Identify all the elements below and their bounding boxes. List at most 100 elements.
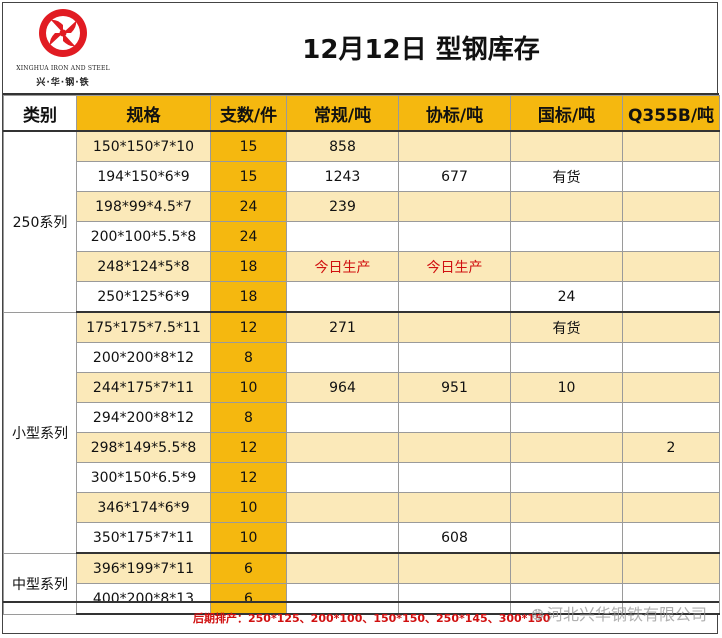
table-row: 250*125*6*9 18 24 [4,281,720,313]
table-row: 298*149*5.5*8 12 2 [4,432,720,463]
table-row: 200*200*8*12 8 [4,342,720,373]
assoc-standard-cell: 951 [398,372,511,403]
watermark-text: 河北兴华钢铁有限公司 [546,605,707,624]
q355b-cell [622,583,720,615]
q355b-cell [622,281,720,313]
category-cell: 中型系列 [3,552,77,615]
column-header-qty: 支数/件 [210,95,287,132]
qty-cell: 18 [210,251,287,282]
qty-cell: 12 [210,462,287,493]
spec-cell: 298*149*5.5*8 [76,432,211,463]
inventory-body: 250系列 150*150*7*10 15 858 194*150*6*9 15 1243 6… [3,130,720,615]
column-header-q355b: Q355B/吨 [622,95,720,132]
table-row: 250系列 150*150*7*10 15 858 [3,130,720,313]
spec-cell: 250*125*6*9 [76,281,211,313]
spec-cell: 400*200*8*13 [76,583,211,615]
qty-cell: 8 [210,342,287,373]
qty-cell: 24 [210,191,287,222]
assoc-standard-cell [398,191,511,222]
wechat-icon: ❂ [531,606,544,624]
inventory-table: 类别 规格 支数/件 常规/吨 协标/吨 国标/吨 Q355B/吨 250系列 1… [3,95,720,615]
standard-cell [286,281,399,313]
logo-chinese-text: 兴·华·钢·铁 [36,78,90,88]
national-standard-cell [510,402,623,433]
standard-cell [286,342,399,373]
national-standard-cell [510,130,623,162]
standard-cell: 1243 [286,161,399,192]
qty-cell: 18 [210,281,287,313]
q355b-cell [622,221,720,252]
standard-cell [286,583,399,615]
national-standard-cell: 有货 [510,311,623,343]
national-standard-cell [510,432,623,463]
assoc-standard-cell [398,130,511,162]
national-standard-cell [510,583,623,615]
standard-cell [286,552,399,584]
spec-cell: 200*100*5.5*8 [76,221,211,252]
q355b-cell [622,492,720,523]
standard-cell [286,432,399,463]
table-row: 294*200*8*12 8 [4,402,720,433]
assoc-standard-cell [398,342,511,373]
spec-cell: 200*200*8*12 [76,342,211,373]
assoc-standard-cell: 今日生产 [398,251,511,282]
standard-cell [286,522,399,554]
standard-cell: 964 [286,372,399,403]
table-row: 194*150*6*9 15 1243 677 有货 [4,161,720,192]
q355b-cell [622,161,720,192]
spec-cell: 294*200*8*12 [76,402,211,433]
assoc-standard-cell [398,311,511,343]
assoc-standard-cell [398,583,511,615]
table-header-row: 类别 规格 支数/件 常规/吨 协标/吨 国标/吨 Q355B/吨 [3,95,720,132]
q355b-cell [622,311,720,343]
q355b-cell [622,251,720,282]
national-standard-cell: 有货 [510,161,623,192]
assoc-standard-cell [398,402,511,433]
assoc-standard-cell [398,432,511,463]
assoc-standard-cell: 677 [398,161,511,192]
standard-cell: 858 [286,130,399,162]
q355b-cell [622,462,720,493]
table-row: 400*200*8*13 6 [4,583,720,615]
national-standard-cell [510,462,623,493]
category-cell: 250系列 [3,130,77,313]
standard-cell [286,462,399,493]
column-header-standard: 常规/吨 [286,95,399,132]
spec-cell: 346*174*6*9 [76,492,211,523]
table-row: 中型系列 396*199*7*11 6 [3,552,720,615]
q355b-cell [622,402,720,433]
table-row: 248*124*5*8 18 今日生产 今日生产 [4,251,720,282]
national-standard-cell [510,251,623,282]
assoc-standard-cell [398,281,511,313]
q355b-cell [622,372,720,403]
assoc-standard-cell [398,221,511,252]
national-standard-cell [510,221,623,252]
standard-cell [286,492,399,523]
page-title: 12月12日 型钢库存 [302,35,540,65]
table-row: 200*100*5.5*8 24 [4,221,720,252]
table-row: 346*174*6*9 10 [4,492,720,523]
q355b-cell: 2 [622,432,720,463]
assoc-standard-cell [398,462,511,493]
table-row: 244*175*7*11 10 964 951 10 [4,372,720,403]
qty-cell: 6 [210,552,287,584]
spec-cell: 244*175*7*11 [76,372,211,403]
standard-cell: 271 [286,311,399,343]
spec-cell: 350*175*7*11 [76,522,211,554]
spec-cell: 175*175*7.5*11 [76,311,211,343]
logo-icon [39,9,87,57]
table-row: 198*99*4.5*7 24 239 [4,191,720,222]
company-logo: XINGHUA IRON AND STEEL 兴·华·钢·铁 [7,7,119,89]
column-header-assoc-standard: 协标/吨 [398,95,511,132]
qty-cell: 15 [210,130,287,162]
spec-cell: 198*99*4.5*7 [76,191,211,222]
production-schedule-note: 后期排产：250*125、200*100、150*150、250*145、300… [3,601,719,635]
spec-cell: 194*150*6*9 [76,161,211,192]
category-cell: 小型系列 [3,311,77,554]
national-standard-cell: 10 [510,372,623,403]
national-standard-cell [510,342,623,373]
table-row: 350*175*7*11 10 608 [4,522,720,554]
qty-cell: 10 [210,492,287,523]
standard-cell: 今日生产 [286,251,399,282]
